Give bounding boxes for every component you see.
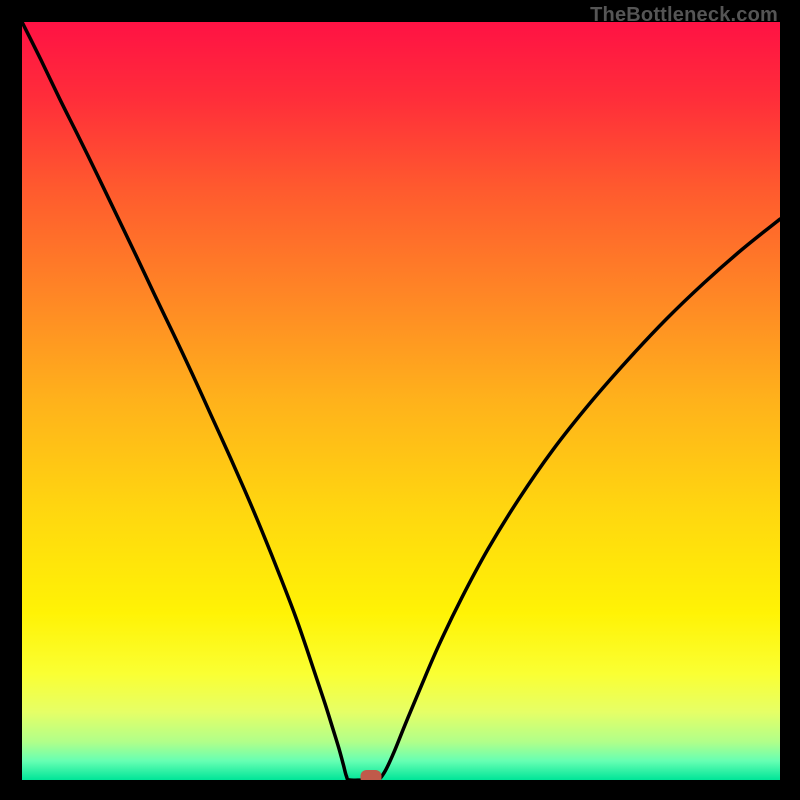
plot-area bbox=[22, 22, 780, 780]
minimum-marker bbox=[360, 770, 381, 780]
bottleneck-curve bbox=[22, 22, 780, 780]
curve-layer bbox=[22, 22, 780, 780]
chart-container: TheBottleneck.com bbox=[0, 0, 800, 800]
